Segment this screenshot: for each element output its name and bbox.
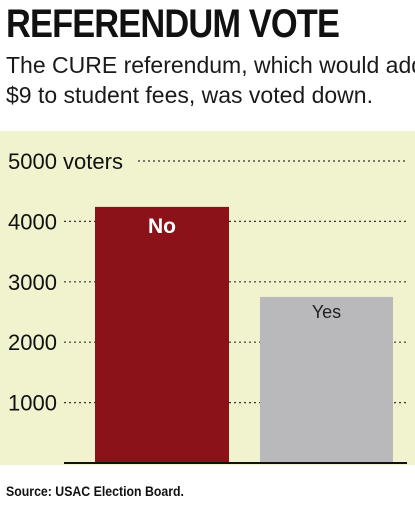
chart-title: REFERENDUM VOTE bbox=[6, 2, 340, 46]
y-tick-label: 4000 bbox=[8, 209, 57, 234]
bar-no bbox=[95, 206, 229, 464]
y-tick-label: 3000 bbox=[8, 270, 57, 295]
subtitle-line-2: $9 to student fees, was voted down. bbox=[6, 82, 373, 108]
bar-label-yes: Yes bbox=[312, 302, 341, 322]
bar-yes bbox=[260, 296, 393, 463]
bar-label-no: No bbox=[148, 215, 176, 238]
y-tick-label: 1000 bbox=[8, 391, 57, 416]
y-tick-label: 2000 bbox=[8, 330, 57, 355]
source-note: Source: USAC Election Board. bbox=[6, 483, 184, 499]
chart-subtitle: The CURE referendum, which would add $9 … bbox=[6, 50, 415, 110]
y-tick-label: 5000 voters bbox=[8, 149, 123, 174]
subtitle-line-1: The CURE referendum, which would add bbox=[6, 52, 415, 78]
